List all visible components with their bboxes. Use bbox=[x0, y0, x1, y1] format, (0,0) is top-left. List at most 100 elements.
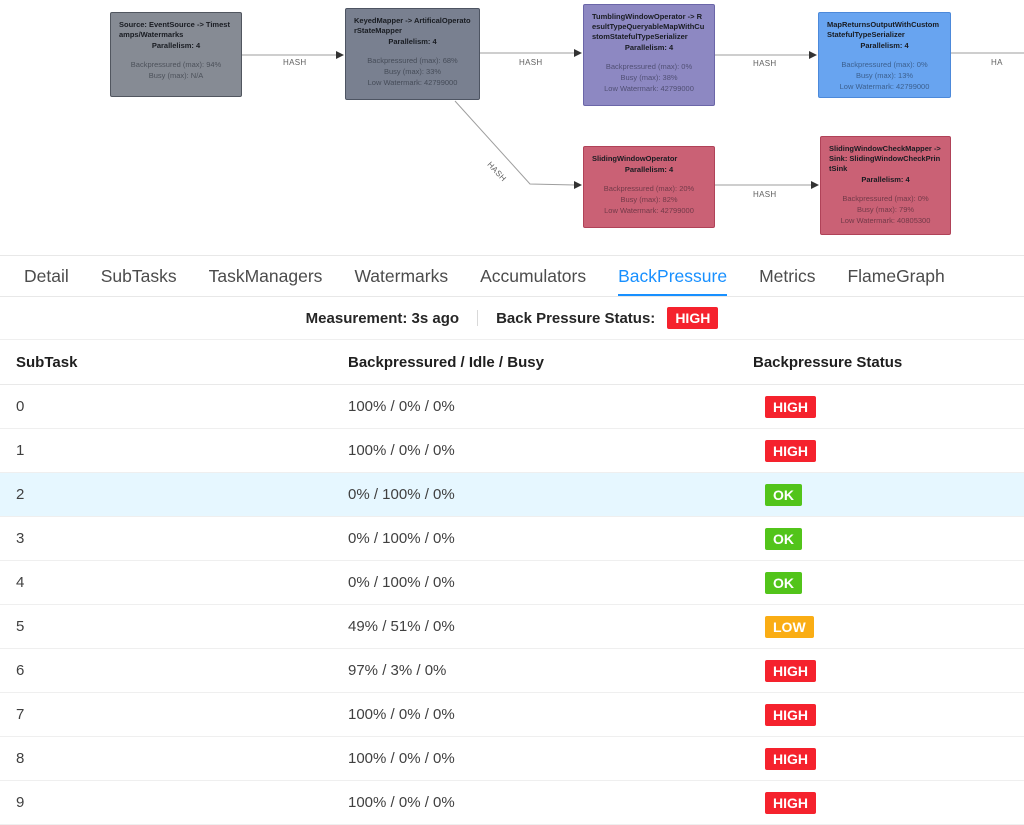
graph-node-sliding-window-check-sink[interactable]: SlidingWindowCheckMapper -> Sink: Slidin… bbox=[820, 136, 951, 235]
status-cell: HIGH bbox=[753, 439, 1024, 462]
table-row[interactable]: 8 100% / 0% / 0% HIGH bbox=[0, 737, 1024, 781]
ratio-cell: 100% / 0% / 0% bbox=[348, 442, 455, 459]
status-badge: OK bbox=[765, 527, 802, 550]
node-busy: Busy (max): 79% bbox=[856, 205, 915, 215]
status-cell: OK bbox=[753, 483, 1024, 506]
edge-label-hash-truncated: HA bbox=[991, 58, 1003, 67]
table-row[interactable]: 7 100% / 0% / 0% HIGH bbox=[0, 693, 1024, 737]
ratio-cell: 100% / 0% / 0% bbox=[348, 706, 455, 723]
node-busy: Busy (max): 13% bbox=[855, 71, 914, 80]
node-backpressured: Backpressured (max): 68% bbox=[367, 55, 458, 65]
table-row[interactable]: 0 100% / 0% / 0% HIGH bbox=[0, 385, 1024, 429]
tab-detail[interactable]: Detail bbox=[24, 265, 69, 286]
graph-node-keyed-mapper[interactable]: KeyedMapper -> ArtificalOperatorStateMap… bbox=[345, 8, 480, 100]
table-row[interactable]: 4 0% / 100% / 0% OK bbox=[0, 561, 1024, 605]
node-parallelism: Parallelism: 4 bbox=[624, 43, 674, 53]
tab-backpressure[interactable]: BackPressure bbox=[618, 256, 727, 296]
job-detail-tabs: Detail SubTasks TaskManagers Watermarks … bbox=[0, 256, 1024, 297]
column-header-ratio: Backpressured / Idle / Busy bbox=[348, 353, 544, 371]
node-backpressured: Backpressured (max): 0% bbox=[841, 59, 928, 69]
tab-subtasks[interactable]: SubTasks bbox=[100, 265, 177, 286]
subtask-cell: 7 bbox=[16, 706, 25, 723]
node-parallelism: Parallelism: 4 bbox=[861, 175, 910, 185]
node-title: SlidingWindowOperator bbox=[592, 154, 678, 163]
status-badge: HIGH bbox=[765, 395, 816, 418]
ratio-cell: 49% / 51% / 0% bbox=[348, 618, 455, 635]
table-row[interactable]: 9 100% / 0% / 0% HIGH bbox=[0, 781, 1024, 825]
status-badge: HIGH bbox=[765, 659, 816, 682]
status-badge: OK bbox=[765, 571, 802, 594]
tab-watermarks[interactable]: Watermarks bbox=[354, 265, 449, 286]
ratio-cell: 100% / 0% / 0% bbox=[348, 794, 455, 811]
table-header: SubTask Backpressured / Idle / Busy Back… bbox=[0, 340, 1024, 385]
column-header-subtask: SubTask bbox=[16, 353, 78, 371]
node-busy: Busy (max): 82% bbox=[620, 194, 678, 204]
node-title: KeyedMapper -> ArtificalOperatorStateMap… bbox=[354, 16, 471, 36]
subtask-cell: 9 bbox=[16, 794, 25, 811]
subtask-cell: 6 bbox=[16, 662, 25, 679]
node-parallelism: Parallelism: 4 bbox=[860, 41, 909, 51]
backpressure-status-badge: HIGH bbox=[667, 307, 719, 329]
subtask-cell: 8 bbox=[16, 750, 25, 767]
job-graph-edges bbox=[242, 49, 1024, 189]
status-badge: HIGH bbox=[765, 747, 816, 770]
edge-label-hash: HASH bbox=[753, 59, 777, 68]
graph-node-sliding-window[interactable]: SlidingWindowOperator Parallelism: 4 Bac… bbox=[583, 146, 715, 228]
node-title: MapReturnsOutputWithCustomStatefulTypeSe… bbox=[827, 20, 940, 40]
node-backpressured: Backpressured (max): 94% bbox=[130, 59, 222, 69]
backpressure-status-label: Back Pressure Status: bbox=[496, 309, 656, 327]
node-busy: Busy (max): N/A bbox=[148, 71, 204, 80]
status-badge: LOW bbox=[765, 615, 814, 638]
ratio-cell: 0% / 100% / 0% bbox=[348, 530, 455, 547]
status-badge: OK bbox=[765, 483, 802, 506]
ratio-cell: 100% / 0% / 0% bbox=[348, 398, 455, 415]
graph-node-source[interactable]: Source: EventSource -> Timestamps/Waterm… bbox=[110, 12, 242, 97]
edge-label-hash: HASH bbox=[753, 190, 777, 199]
node-backpressured: Backpressured (max): 0% bbox=[842, 193, 929, 203]
table-row[interactable]: 1 100% / 0% / 0% HIGH bbox=[0, 429, 1024, 473]
status-cell: OK bbox=[753, 527, 1024, 550]
tab-accumulators[interactable]: Accumulators bbox=[480, 265, 587, 286]
node-low-watermark: Low Watermark: 42799000 bbox=[839, 82, 930, 92]
node-title: TumblingWindowOperator -> ResultTypeQuer… bbox=[592, 12, 705, 42]
table-row[interactable]: 3 0% / 100% / 0% OK bbox=[0, 517, 1024, 561]
node-low-watermark: Low Watermark: 40805300 bbox=[840, 216, 931, 226]
tab-taskmanagers[interactable]: TaskManagers bbox=[208, 265, 323, 286]
subtask-cell: 0 bbox=[16, 398, 25, 415]
table-row[interactable]: 6 97% / 3% / 0% HIGH bbox=[0, 649, 1024, 693]
status-cell: HIGH bbox=[753, 395, 1024, 418]
node-busy: Busy (max): 38% bbox=[620, 73, 678, 83]
status-cell: HIGH bbox=[753, 659, 1024, 682]
ratio-cell: 0% / 100% / 0% bbox=[348, 574, 455, 591]
node-title: SlidingWindowCheckMapper -> Sink: Slidin… bbox=[829, 144, 941, 174]
job-graph-canvas[interactable]: HASH HASH HASH HA HASH HASH Source: Even… bbox=[0, 0, 1024, 256]
measurement-bar: Measurement: 3s ago Back Pressure Status… bbox=[0, 297, 1024, 340]
tab-metrics[interactable]: Metrics bbox=[759, 265, 816, 286]
status-cell: HIGH bbox=[753, 791, 1024, 814]
ratio-cell: 100% / 0% / 0% bbox=[348, 750, 455, 767]
node-busy: Busy (max): 33% bbox=[383, 67, 442, 76]
subtask-cell: 1 bbox=[16, 442, 25, 459]
subtask-cell: 3 bbox=[16, 530, 25, 547]
status-cell: OK bbox=[753, 571, 1024, 594]
status-badge: HIGH bbox=[765, 439, 816, 462]
node-low-watermark: Low Watermark: 42799000 bbox=[604, 84, 694, 94]
status-badge: HIGH bbox=[765, 791, 816, 814]
graph-node-map-returns[interactable]: MapReturnsOutputWithCustomStatefulTypeSe… bbox=[818, 12, 951, 98]
node-low-watermark: Low Watermark: 42799000 bbox=[604, 206, 694, 216]
vertical-divider bbox=[477, 310, 479, 326]
graph-node-tumbling-window[interactable]: TumblingWindowOperator -> ResultTypeQuer… bbox=[583, 4, 715, 106]
status-cell: HIGH bbox=[753, 747, 1024, 770]
measurement-label: Measurement: 3s ago bbox=[305, 309, 460, 327]
subtask-cell: 4 bbox=[16, 574, 25, 591]
tab-flamegraph[interactable]: FlameGraph bbox=[847, 265, 945, 286]
column-header-status: Backpressure Status bbox=[753, 353, 903, 371]
node-parallelism: Parallelism: 4 bbox=[624, 165, 674, 175]
node-title: Source: EventSource -> Timestamps/Waterm… bbox=[119, 20, 230, 40]
node-low-watermark: Low Watermark: 42799000 bbox=[367, 78, 458, 88]
table-row[interactable]: 5 49% / 51% / 0% LOW bbox=[0, 605, 1024, 649]
node-parallelism: Parallelism: 4 bbox=[388, 37, 437, 47]
table-row-highlighted[interactable]: 2 0% / 100% / 0% OK bbox=[0, 473, 1024, 517]
edge-label-hash: HASH bbox=[519, 58, 543, 67]
status-badge: HIGH bbox=[765, 703, 816, 726]
